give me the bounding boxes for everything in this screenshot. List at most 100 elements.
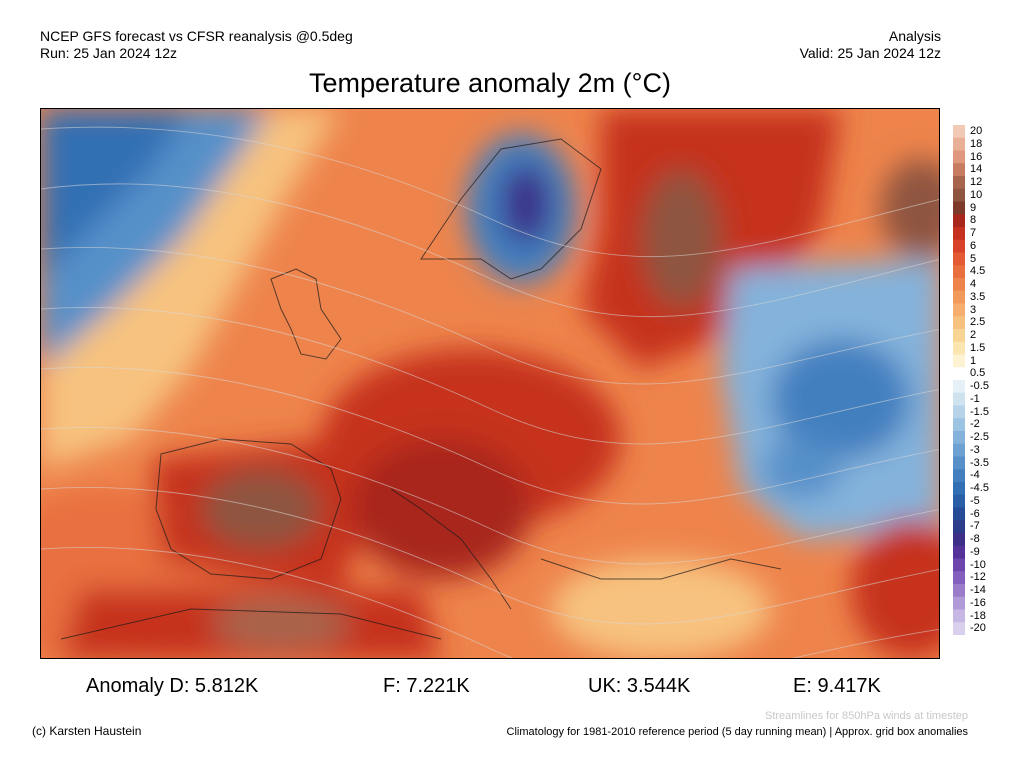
africa-coastline xyxy=(60,608,442,640)
colorbar-label: 8 xyxy=(970,214,977,227)
colorbar-swatch xyxy=(953,354,965,368)
anomaly-uk: UK: 3.544K xyxy=(588,675,691,697)
colorbar-swatch xyxy=(953,520,965,534)
colorbar-swatch xyxy=(953,558,965,572)
colorbar-label: 2.5 xyxy=(970,316,986,329)
colorbar-label: -6 xyxy=(970,507,980,520)
colorbar-swatch xyxy=(953,252,965,266)
warm-alps xyxy=(351,439,531,579)
colorbar-swatch xyxy=(953,405,965,419)
run-time: Run: 25 Jan 2024 12z xyxy=(40,45,177,61)
colorbar-swatch xyxy=(953,609,965,623)
colorbar-swatch xyxy=(953,239,965,253)
coastlines xyxy=(60,138,782,640)
cold-scandinavia-core xyxy=(501,164,551,244)
streamline xyxy=(41,487,939,625)
colorbar-swatch xyxy=(953,265,965,279)
colorbar-swatch xyxy=(953,290,965,304)
colorbar-label: -14 xyxy=(970,584,986,596)
colorbar-label: 2 xyxy=(970,329,977,341)
colorbar-swatch xyxy=(953,125,965,139)
anomaly-d: Anomaly D: 5.812K xyxy=(86,675,259,697)
colorbar-swatch xyxy=(953,571,965,585)
colorbar-label: -0.5 xyxy=(970,380,989,392)
cold-east-core xyxy=(771,339,911,459)
colorbar-swatch xyxy=(953,163,965,177)
streamline xyxy=(41,307,939,445)
colorbar-label: 1.5 xyxy=(970,341,986,354)
cold-caspian xyxy=(761,439,841,499)
credit: (c) Karsten Haustein xyxy=(32,724,142,738)
anomaly-f: F: 7.221K xyxy=(383,675,470,697)
colorbar-swatches xyxy=(953,125,965,636)
colorbar-label: 4 xyxy=(970,278,977,290)
colorbar-swatch xyxy=(953,533,965,547)
colorbar-swatch xyxy=(953,596,965,610)
colorbar-swatch xyxy=(953,303,965,317)
colorbar-label: -3.5 xyxy=(970,456,989,469)
colorbar-swatch xyxy=(953,392,965,406)
colorbar-swatch xyxy=(953,341,965,355)
mild-turkey xyxy=(551,559,771,658)
colorbar-label: -12 xyxy=(970,571,986,584)
black-sea-coastline xyxy=(540,558,782,580)
streamline xyxy=(41,126,939,257)
header-left: NCEP GFS forecast vs CFSR reanalysis @0.… xyxy=(40,28,353,62)
colorbar-swatch xyxy=(953,214,965,228)
colorbar-swatch xyxy=(953,482,965,496)
colorbar-swatch xyxy=(953,329,965,343)
colorbar-label: -4.5 xyxy=(970,482,989,494)
streamlines-note: Streamlines for 850hPa winds at timestep xyxy=(765,710,968,722)
colorbar-label: 10 xyxy=(970,188,983,201)
colorbar-swatch xyxy=(953,227,965,241)
streamline xyxy=(41,427,939,565)
italy-coastline xyxy=(390,488,512,610)
valid-time: Valid: 25 Jan 2024 12z xyxy=(799,45,941,61)
colorbar-swatch xyxy=(953,584,965,598)
colorbar-label: 16 xyxy=(970,150,983,163)
streamline xyxy=(41,247,939,385)
colorbar-swatch xyxy=(953,278,965,292)
analysis-label: Analysis xyxy=(888,28,941,44)
colorbar-swatch xyxy=(953,380,965,394)
colorbar-label: -1.5 xyxy=(970,405,989,418)
colorbar-label: 6 xyxy=(970,239,977,252)
colorbar-label: -9 xyxy=(970,545,980,558)
colorbar-label: -10 xyxy=(970,558,986,571)
colorbar-label: 3 xyxy=(970,303,977,316)
colorbar-swatch xyxy=(953,201,965,215)
colorbar-label: 1 xyxy=(970,354,977,367)
scandinavia-coastline xyxy=(420,138,602,280)
colorbar-label: 14 xyxy=(970,163,983,176)
colorbar-swatch xyxy=(953,431,965,445)
warm-southeast xyxy=(851,519,939,658)
colorbar-label: -2.5 xyxy=(970,431,989,443)
colorbar-swatch xyxy=(953,443,965,457)
colorbar-swatch xyxy=(953,545,965,559)
map-canvas xyxy=(41,109,939,658)
colorbar-swatch xyxy=(953,456,965,470)
model-description: NCEP GFS forecast vs CFSR reanalysis @0.… xyxy=(40,28,353,44)
colorbar-swatch xyxy=(953,316,965,330)
colorbar-label: 0.5 xyxy=(970,367,986,380)
colorbar xyxy=(953,125,965,636)
colorbar-label: 18 xyxy=(970,137,983,150)
colorbar-swatch xyxy=(953,622,965,636)
hot-russia-core xyxy=(641,169,721,309)
colorbar-label: -7 xyxy=(970,520,980,533)
colorbar-label: 20 xyxy=(970,125,983,137)
colorbar-label: -2 xyxy=(970,418,980,431)
colorbar-label: 5 xyxy=(970,252,977,265)
colorbar-swatch xyxy=(953,367,965,381)
colorbar-swatch xyxy=(953,137,965,151)
colorbar-swatch xyxy=(953,494,965,508)
colorbar-label: 3.5 xyxy=(970,290,986,303)
streamline xyxy=(41,183,939,317)
colorbar-label: -18 xyxy=(970,609,986,622)
colorbar-swatch xyxy=(953,176,965,190)
wind-streamlines xyxy=(41,126,939,658)
anomaly-blobs xyxy=(41,109,939,658)
colorbar-label: -5 xyxy=(970,494,980,507)
hot-north-africa-core xyxy=(211,599,351,649)
map-title: Temperature anomaly 2m (°C) xyxy=(309,68,671,98)
